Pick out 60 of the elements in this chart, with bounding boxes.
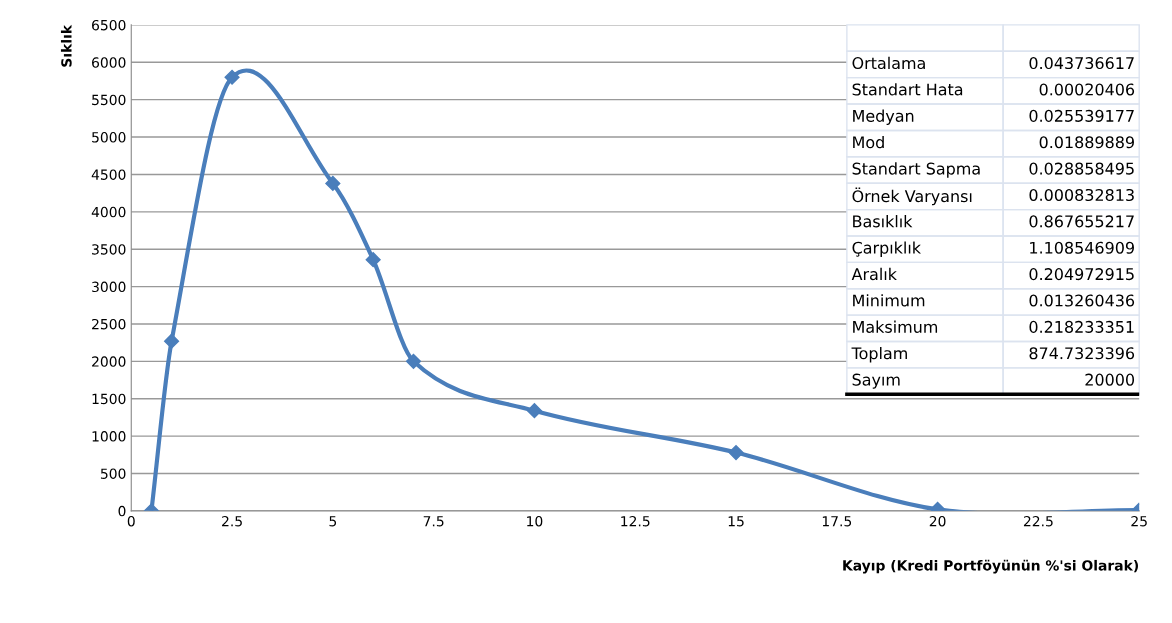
annotation: Standart Sapma [852,162,980,178]
point [164,333,180,349]
y-tick-label: 3500 [92,244,126,255]
y-tick-label: 6000 [92,57,126,68]
x-tick-label: 12.5 [621,515,650,527]
x-tick-label: 20 [929,515,946,527]
annotation: Maksimum [853,320,938,333]
annotation: 0.204972915 [1029,268,1134,281]
x-tick-label: 22.5 [1023,515,1053,527]
x-tick-label: 25 [1131,515,1147,527]
point [526,403,543,419]
x-tick-label: 0 [127,515,135,527]
x-tick-label: 10 [527,515,543,527]
y-tick-label: 500 [100,468,126,479]
annotation: 0.867655217 [1029,215,1134,228]
annotation: 0.025539177 [1029,109,1134,122]
annotation: Basıklık [853,215,913,228]
annotation: Medyan [853,109,914,125]
x-tick-label: 15 [728,516,744,527]
y-tick-label: 0 [118,505,126,517]
y-tick-label: 6500 [92,19,126,31]
point [325,175,341,191]
annotation: 0.01889889 [1039,136,1134,149]
x-tick-label: 2.5 [222,515,242,527]
annotation: 0.00020406 [1039,83,1135,96]
annotation: 874.7323396 [1029,347,1135,360]
annotation: 0.043736617 [1029,57,1134,70]
y-tick-label: 1000 [92,431,126,442]
annotation: Ortalama [852,56,925,70]
y-axis-title: Sıklık [60,24,72,67]
annotation: Sayım [852,373,900,389]
annotation: 1.108546909 [1030,241,1134,254]
annotation: Örnek Varyansı [852,187,972,206]
point [728,444,744,461]
point [224,69,240,85]
x-tick-label: 5 [329,516,337,527]
annotation: 0.028858495 [1029,162,1134,175]
annotation: Standart Hata [852,83,963,96]
annotation: 0.000832813 [1029,188,1134,202]
y-tick-label: 1500 [92,393,126,405]
y-tick-label: 2000 [92,356,126,367]
annotation: Toplam [851,346,907,363]
x-axis-title: Kayıp (Kredi Portföyünün %'si Olarak) [843,559,1138,574]
y-tick-label: 4000 [91,206,126,218]
point [365,252,381,268]
annotation: Aralık [851,267,897,281]
annotation: 0.218233351 [1029,320,1134,333]
annotation: 20000 [1085,373,1135,386]
x-tick-label: 17.5 [822,516,852,527]
y-tick-label: 3000 [92,281,126,293]
annotation: Mod [853,135,884,149]
annotation: Minimum [853,294,925,307]
y-tick-label: 5500 [92,94,126,106]
x-tick-label: 7.5 [423,516,444,527]
y-tick-label: 5000 [92,132,126,143]
y-tick-label: 2500 [92,318,126,330]
annotation: Çarpıklık [852,241,921,257]
point [405,353,422,369]
annotation: 0.013260436 [1029,294,1135,307]
y-tick-label: 4500 [91,169,126,180]
